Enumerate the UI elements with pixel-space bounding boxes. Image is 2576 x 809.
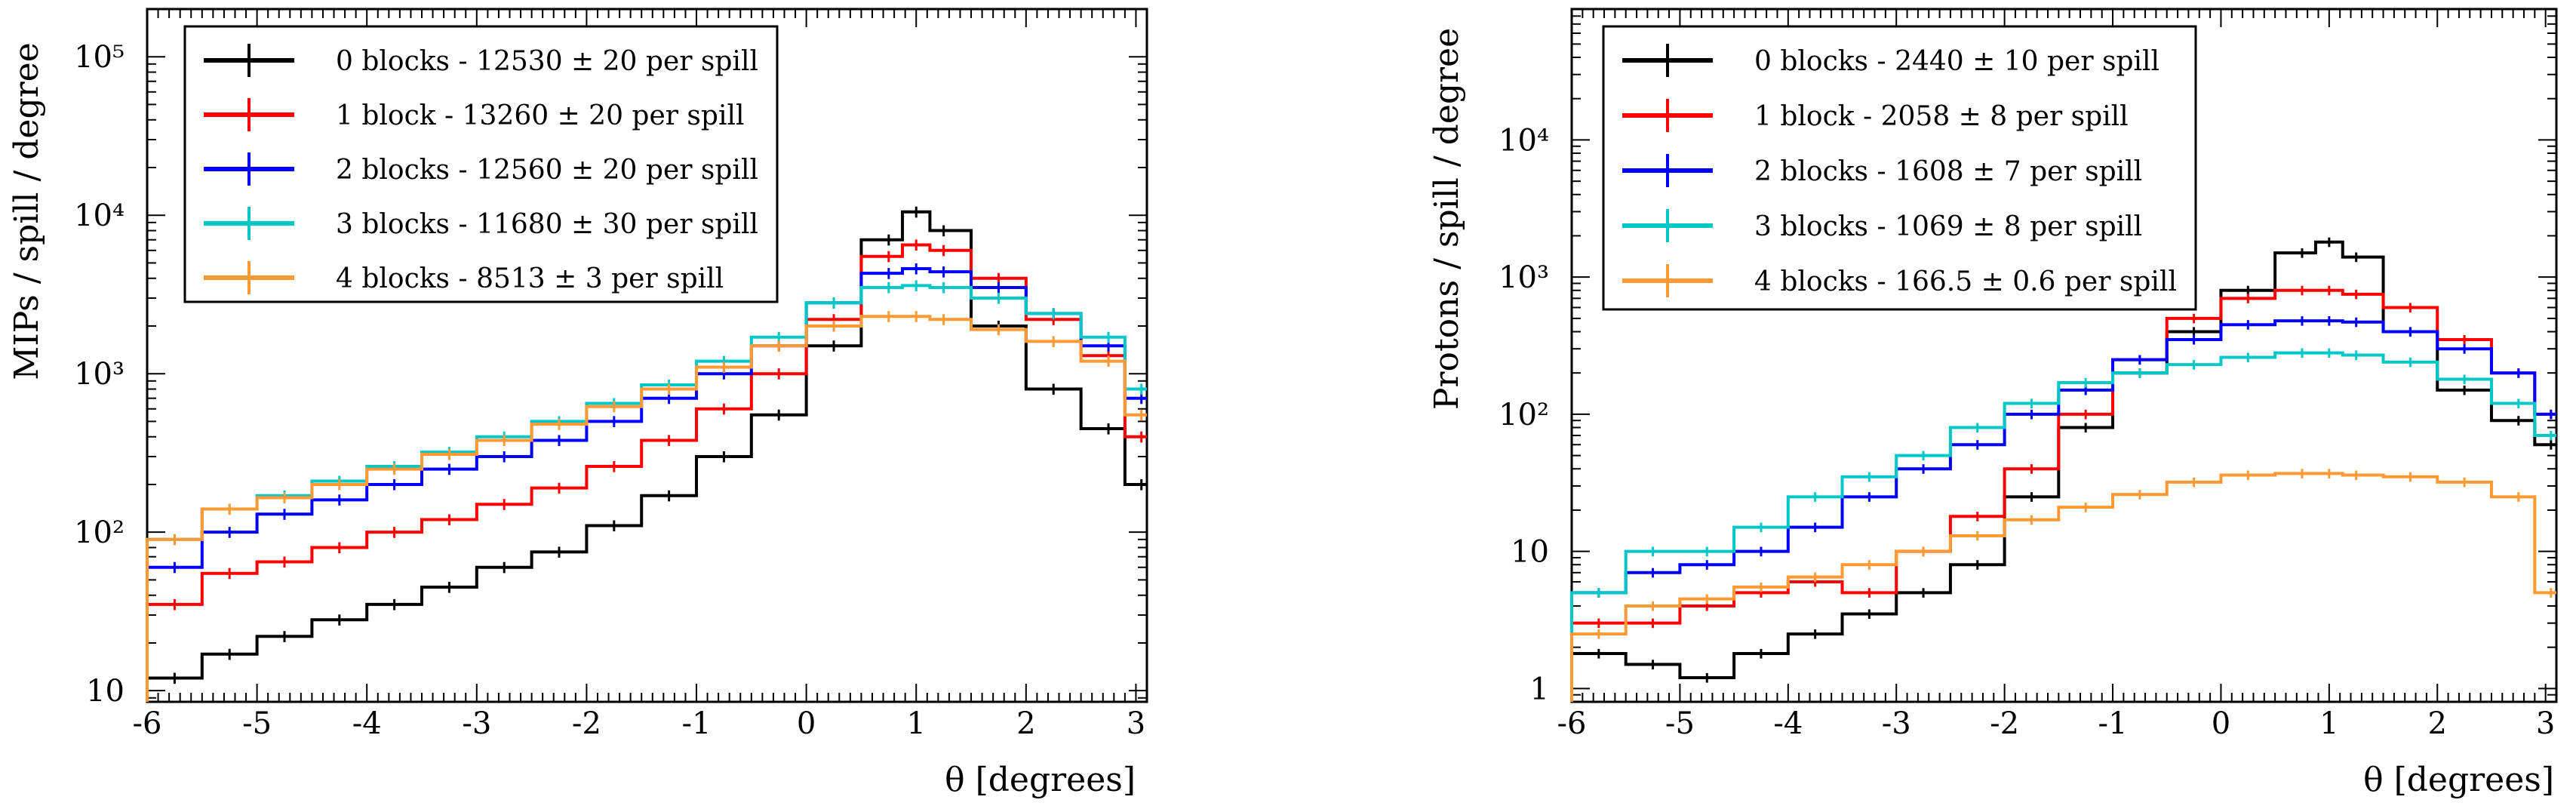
x-axis-label: θ [degrees] xyxy=(2363,761,2554,799)
y-tick-label: 10⁴ xyxy=(1499,123,1549,158)
left-panel: -6 -5 -4 -3 -2 -1 0 1 2 3 10 10² 10³ 10⁴ 10⁵ θ [degree… xyxy=(8,8,1148,799)
series-line xyxy=(1570,288,2556,702)
series-line xyxy=(146,210,1147,702)
y-tick-label: 10² xyxy=(74,515,124,550)
series-layer xyxy=(146,206,1147,702)
series-line xyxy=(1570,472,2556,702)
y-tick-label: 10 xyxy=(1511,535,1549,570)
y-tick-label: 10² xyxy=(1499,398,1549,432)
x-tick-label: -6 xyxy=(1557,706,1587,741)
series-line xyxy=(146,284,1147,702)
plot-frame xyxy=(146,8,1148,703)
x-tick-label: -1 xyxy=(2098,706,2128,741)
legend-entry: 3 blocks - 11680 ± 30 per spill xyxy=(204,207,758,240)
legend-entry: 4 blocks - 8513 ± 3 per spill xyxy=(204,261,724,294)
series-line xyxy=(146,243,1147,702)
x-tick-label: -2 xyxy=(1990,706,2019,741)
x-tick-label: -2 xyxy=(572,706,601,741)
legend-entry: 1 block - 2058 ± 8 per spill xyxy=(1622,99,2129,132)
legend-entry: 0 blocks - 12530 ± 20 per spill xyxy=(204,44,758,77)
x-tick-label: 0 xyxy=(2212,706,2230,741)
series-line xyxy=(1570,240,2556,702)
x-tick-label: 1 xyxy=(907,706,926,741)
legend: 0 blocks - 2440 ± 10 per spill 1 block -… xyxy=(1602,25,2197,311)
x-tick-label: 3 xyxy=(1127,706,1145,741)
legend-entry: 4 blocks - 166.5 ± 0.6 per spill xyxy=(1622,264,2177,297)
x-tick-label: -5 xyxy=(1665,706,1695,741)
legend-box xyxy=(1602,25,2197,311)
x-tick-label: 1 xyxy=(2319,706,2338,741)
series-line xyxy=(146,315,1147,702)
y-tick-label: 10⁴ xyxy=(74,198,124,233)
legend-entry: 2 blocks - 1608 ± 7 per spill xyxy=(1622,154,2142,187)
y-tick-label: 10⁵ xyxy=(74,40,124,75)
x-tick-label: -5 xyxy=(242,706,272,741)
legend-label: 2 blocks - 1608 ± 7 per spill xyxy=(1754,156,2142,187)
tick-labels: -6 -5 -4 -3 -2 -1 0 1 2 3 10 10² 10³ 10⁴ 10⁵ xyxy=(74,40,1145,741)
axis-ticks xyxy=(1571,8,2557,703)
x-axis-label: θ [degrees] xyxy=(945,761,1136,799)
plot-frame xyxy=(1570,8,2558,703)
legend-label: 4 blocks - 166.5 ± 0.6 per spill xyxy=(1754,266,2177,297)
y-tick-label: 10 xyxy=(86,674,124,709)
legend-label: 0 blocks - 12530 ± 20 per spill xyxy=(336,46,758,77)
y-tick-label: 1 xyxy=(1530,672,1549,706)
legend-label: 0 blocks - 2440 ± 10 per spill xyxy=(1754,46,2159,77)
legend-label: 3 blocks - 1069 ± 8 per spill xyxy=(1754,211,2142,242)
legend-entry: 1 block - 13260 ± 20 per spill xyxy=(204,98,745,131)
legend: 0 blocks - 12530 ± 20 per spill 1 block … xyxy=(183,25,779,303)
series-line xyxy=(1570,351,2556,702)
tick-labels: -6 -5 -4 -3 -2 -1 0 1 2 3 1 10 10² 10³ 10⁴ xyxy=(1499,123,2555,741)
x-tick-label: -4 xyxy=(352,706,382,741)
x-tick-label: 2 xyxy=(1016,706,1035,741)
legend-label: 4 blocks - 8513 ± 3 per spill xyxy=(336,263,724,294)
legend-entry: 3 blocks - 1069 ± 8 per spill xyxy=(1622,209,2142,242)
series-line xyxy=(146,267,1147,702)
x-tick-label: -6 xyxy=(133,706,162,741)
legend-label: 2 blocks - 12560 ± 20 per spill xyxy=(336,155,758,186)
x-tick-label: 0 xyxy=(797,706,816,741)
x-tick-label: -3 xyxy=(1882,706,1911,741)
x-tick-label: 3 xyxy=(2536,706,2555,741)
legend-box xyxy=(183,25,779,303)
legend-label: 3 blocks - 11680 ± 30 per spill xyxy=(336,209,758,240)
x-tick-label: -1 xyxy=(682,706,712,741)
y-axis-label: MIPs / spill / degree xyxy=(8,42,46,380)
series-line xyxy=(1570,319,2556,702)
legend-entry: 2 blocks - 12560 ± 20 per spill xyxy=(204,152,758,186)
right-panel: -6 -5 -4 -3 -2 -1 0 1 2 3 1 10 10² 10³ 10⁴ θ [degrees]… xyxy=(1428,8,2558,799)
x-tick-label: -3 xyxy=(462,706,491,741)
y-tick-label: 10³ xyxy=(1499,260,1549,295)
y-axis-label: Protons / spill / degree xyxy=(1428,28,1466,410)
axis-ticks xyxy=(146,8,1148,702)
legend-label: 1 block - 13260 ± 20 per spill xyxy=(336,100,745,131)
x-tick-label: 2 xyxy=(2428,706,2447,741)
x-tick-label: -4 xyxy=(1773,706,1803,741)
series-layer xyxy=(1570,237,2556,702)
y-tick-label: 10³ xyxy=(74,357,124,392)
legend-label: 1 block - 2058 ± 8 per spill xyxy=(1754,101,2129,132)
legend-entry: 0 blocks - 2440 ± 10 per spill xyxy=(1622,44,2159,77)
